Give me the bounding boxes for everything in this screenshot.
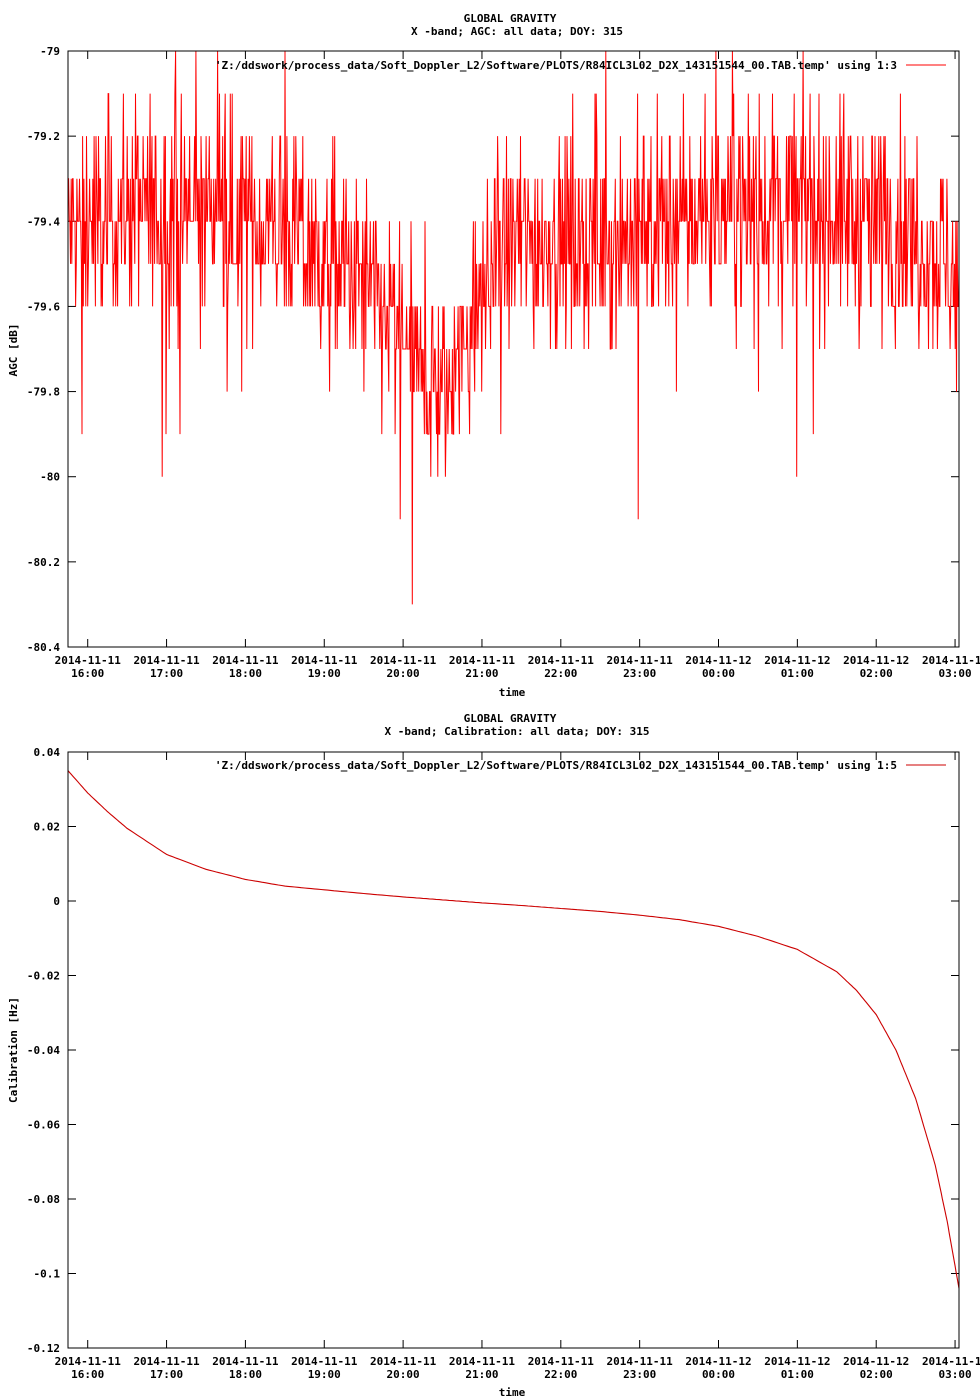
x-tick-label-date: 2014-11-11 <box>607 654 674 667</box>
series-line <box>68 50 960 605</box>
y-tick-label: -0.06 <box>27 1119 60 1132</box>
x-tick-labels: 2014-11-1116:002014-11-1117:002014-11-11… <box>55 51 980 680</box>
x-tick-label-time: 01:00 <box>781 1368 814 1381</box>
calibration-chart: GLOBAL GRAVITY X -band; Calibration: all… <box>7 712 980 1399</box>
x-tick-label-date: 2014-11-11 <box>528 1355 595 1368</box>
x-tick-label-time: 23:00 <box>623 667 656 680</box>
y-tick-label: 0 <box>53 895 60 908</box>
x-tick-label-date: 2014-11-11 <box>370 654 437 667</box>
y-tick-label: -79 <box>40 45 60 58</box>
y-axis-label: Calibration [Hz] <box>7 997 20 1103</box>
x-tick-label-date: 2014-11-11 <box>607 1355 674 1368</box>
x-tick-label-time: 16:00 <box>71 667 104 680</box>
x-tick-label-date: 2014-11-11 <box>133 1355 200 1368</box>
plot-frame <box>67 50 960 648</box>
chart-subtitle: X -band; AGC: all data; DOY: 315 <box>411 25 623 38</box>
chart-title: GLOBAL GRAVITY <box>464 712 557 725</box>
legend-label: 'Z:/ddswork/process_data/Soft_Doppler_L2… <box>215 59 897 72</box>
x-tick-label-date: 2014-11-12 <box>685 1355 751 1368</box>
x-tick-label-time: 18:00 <box>229 1368 262 1381</box>
y-tick-label: -80.2 <box>27 556 60 569</box>
x-tick-label-time: 03:00 <box>938 667 971 680</box>
x-tick-label-date: 2014-11-11 <box>212 654 279 667</box>
x-tick-label-time: 01:00 <box>781 667 814 680</box>
y-tick-label: -80 <box>40 471 60 484</box>
x-tick-label-date: 2014-11-11 <box>291 1355 358 1368</box>
y-tick-label: 0.02 <box>34 821 61 834</box>
x-tick-label-date: 2014-11-11 <box>133 654 200 667</box>
y-tick-label: -0.04 <box>27 1044 60 1057</box>
y-axis-label: AGC [dB] <box>7 324 20 377</box>
x-tick-label-time: 02:00 <box>860 667 893 680</box>
x-tick-label-date: 2014-11-11 <box>528 654 595 667</box>
x-tick-label-time: 00:00 <box>702 667 735 680</box>
chart-subtitle: X -band; Calibration: all data; DOY: 315 <box>385 725 650 738</box>
x-axis-label: time <box>499 1386 526 1399</box>
x-tick-label-date: 2014-11-11 <box>370 1355 437 1368</box>
y-tick-label: -79.6 <box>27 300 60 313</box>
x-tick-label-time: 21:00 <box>465 1368 498 1381</box>
x-tick-label-time: 19:00 <box>308 1368 341 1381</box>
y-tick-label: -0.08 <box>27 1193 60 1206</box>
x-tick-label-time: 22:00 <box>544 667 577 680</box>
legend: 'Z:/ddswork/process_data/Soft_Doppler_L2… <box>215 59 946 72</box>
x-tick-labels: 2014-11-1116:002014-11-1117:002014-11-11… <box>55 752 980 1381</box>
x-tick-label-date: 2014-11-11 <box>55 1355 122 1368</box>
chart-title: GLOBAL GRAVITY <box>464 12 557 25</box>
x-tick-label-time: 21:00 <box>465 667 498 680</box>
x-tick-label-date: 2014-11-12 <box>843 1355 909 1368</box>
y-tick-label: -79.2 <box>27 130 60 143</box>
legend-label: 'Z:/ddswork/process_data/Soft_Doppler_L2… <box>215 759 897 772</box>
x-tick-label-time: 20:00 <box>387 667 420 680</box>
legend: 'Z:/ddswork/process_data/Soft_Doppler_L2… <box>215 759 946 772</box>
x-tick-label-date: 2014-11-12 <box>922 1355 980 1368</box>
x-tick-label-time: 19:00 <box>308 667 341 680</box>
x-tick-label-date: 2014-11-12 <box>685 654 751 667</box>
x-tick-label-time: 03:00 <box>938 1368 971 1381</box>
x-tick-label-time: 20:00 <box>387 1368 420 1381</box>
plot-frame <box>67 751 960 1349</box>
x-tick-label-time: 02:00 <box>860 1368 893 1381</box>
x-tick-label-time: 17:00 <box>150 1368 183 1381</box>
y-tick-label: -0.12 <box>27 1342 60 1355</box>
x-tick-label-date: 2014-11-12 <box>922 654 980 667</box>
x-tick-label-time: 18:00 <box>229 667 262 680</box>
y-tick-label: -0.02 <box>27 970 60 983</box>
y-tick-labels: -79 -79.2 -79.4 -79.6 -79.8 -80 -80.2 -80.4 <box>27 45 959 654</box>
y-tick-label: -80.4 <box>27 641 60 654</box>
x-tick-label-date: 2014-11-12 <box>843 654 909 667</box>
y-tick-label: -79.8 <box>27 386 60 399</box>
x-tick-label-time: 00:00 <box>702 1368 735 1381</box>
x-tick-label-date: 2014-11-11 <box>449 1355 516 1368</box>
y-tick-labels: 0.04 0.02 0 -0.02 -0.04 -0.06 -0.08 -0.1 -0.12 <box>27 746 959 1355</box>
x-tick-label-date: 2014-11-11 <box>212 1355 279 1368</box>
x-axis-label: time <box>499 686 526 699</box>
x-tick-label-time: 23:00 <box>623 1368 656 1381</box>
x-tick-label-date: 2014-11-12 <box>764 1355 830 1368</box>
x-tick-label-time: 17:00 <box>150 667 183 680</box>
agc-chart: GLOBAL GRAVITY X -band; AGC: all data; D… <box>7 12 980 699</box>
x-tick-label-time: 22:00 <box>544 1368 577 1381</box>
y-tick-label: -79.4 <box>27 215 60 228</box>
x-tick-label-date: 2014-11-11 <box>55 654 122 667</box>
series-layer <box>67 770 960 1289</box>
x-tick-label-date: 2014-11-11 <box>291 654 358 667</box>
x-tick-label-date: 2014-11-11 <box>449 654 516 667</box>
y-tick-label: 0.04 <box>34 746 61 759</box>
y-tick-label: -0.1 <box>34 1268 61 1281</box>
series-layer <box>68 50 960 605</box>
series-line <box>67 770 960 1289</box>
x-tick-label-date: 2014-11-12 <box>764 654 830 667</box>
x-tick-label-time: 16:00 <box>71 1368 104 1381</box>
